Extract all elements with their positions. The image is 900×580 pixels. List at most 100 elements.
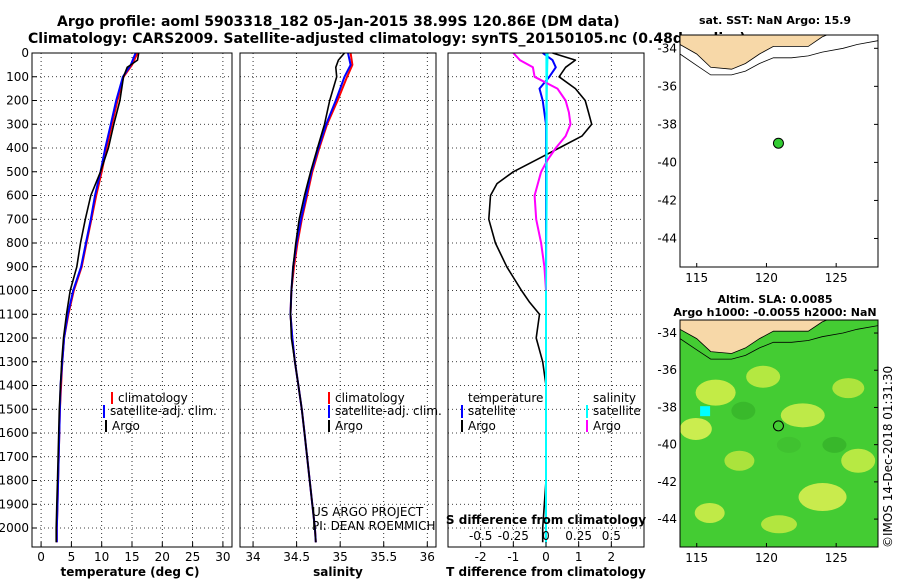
series-argo bbox=[55, 52, 140, 543]
legend-argo-label: Argo bbox=[335, 419, 363, 433]
series-argo bbox=[289, 52, 346, 543]
y-tick-label: 800 bbox=[6, 236, 29, 250]
y-tick-label: 1000 bbox=[0, 284, 29, 298]
y-tick-label: 2000 bbox=[0, 521, 29, 535]
y-tick-label: 700 bbox=[6, 212, 29, 226]
map-y-tick-label: -42 bbox=[657, 193, 677, 207]
x-tick-label: 35.5 bbox=[370, 550, 397, 564]
sla-anomaly-blob bbox=[680, 417, 712, 440]
legend-salinity-title: salinity bbox=[593, 391, 636, 405]
y-tick-label: 600 bbox=[6, 189, 29, 203]
temperature-x-label: temperature (deg C) bbox=[61, 565, 200, 579]
argo-position-marker bbox=[772, 420, 784, 432]
x-tick-label: 20 bbox=[155, 550, 170, 564]
sla-anomaly-blob bbox=[746, 365, 781, 388]
y-tick-label: 1300 bbox=[0, 355, 29, 369]
y-tick-label: 500 bbox=[6, 165, 29, 179]
shelf-contour bbox=[680, 40, 878, 76]
map-y-tick-label: -42 bbox=[657, 475, 677, 489]
plot-frame bbox=[31, 52, 233, 548]
x-tick-label: -2 bbox=[475, 550, 487, 564]
argo-position-marker bbox=[772, 137, 784, 149]
series-climatology bbox=[289, 52, 354, 543]
series-s-argo bbox=[512, 52, 572, 291]
sst-map-title: sat. SST: NaN Argo: 15.9 bbox=[699, 14, 851, 27]
figure-title-line2: Climatology: CARS2009. Satellite-adjuste… bbox=[28, 31, 746, 47]
y-tick-label: 300 bbox=[6, 117, 29, 131]
map-y-tick-label: -36 bbox=[657, 363, 677, 377]
sla-anomaly-blob bbox=[776, 436, 801, 453]
land-australia bbox=[680, 320, 829, 354]
map-y-tick-label: -38 bbox=[657, 400, 677, 414]
map-y-tick-label: -38 bbox=[657, 117, 677, 131]
legend-t-satellite-label: satellite bbox=[468, 404, 516, 418]
project-watermark: US ARGO PROJECT bbox=[312, 505, 424, 519]
land-australia bbox=[680, 35, 828, 70]
x-tick-label: 10 bbox=[94, 550, 109, 564]
s-scale-tick-label: -0.25 bbox=[498, 529, 529, 543]
map-y-tick-label: -44 bbox=[657, 231, 677, 245]
figure-title-line1: Argo profile: aoml 5903318_182 05-Jan-20… bbox=[57, 14, 620, 30]
sla-anomaly-blob bbox=[695, 379, 736, 406]
sla-anomaly-blob bbox=[724, 450, 755, 471]
sla-anomaly-blob bbox=[761, 515, 797, 534]
y-tick-label: 1600 bbox=[0, 426, 29, 440]
map-y-tick-label: -40 bbox=[657, 155, 677, 169]
x-tick-label: 1 bbox=[575, 550, 583, 564]
sla-map-title-1: Altim. SLA: 0.0085 bbox=[717, 293, 832, 306]
imos-timestamp: ©IMOS 14-Dec-2018 01:31:30 bbox=[881, 366, 895, 548]
difference-panel: -2 -1 0 1 2 -0.5 -0.25 0 0.25 0.5 bbox=[447, 52, 645, 564]
temperature-legend: climatology satellite-adj. clim. Argo bbox=[103, 391, 217, 433]
legend-s-argo-label: Argo bbox=[593, 419, 621, 433]
sla-map-title-2: Argo h1000: -0.0055 h2000: NaN bbox=[673, 306, 876, 319]
difference-x-label: T difference from climatology bbox=[446, 565, 646, 579]
map-x-tick-label: 115 bbox=[685, 551, 708, 565]
map-content bbox=[680, 320, 878, 547]
salinity-x-label: salinity bbox=[313, 565, 363, 579]
sla-anomaly-blob bbox=[841, 448, 876, 473]
map-content bbox=[680, 35, 878, 76]
legend-climatology-label: climatology bbox=[335, 391, 405, 405]
y-tick-label: 1100 bbox=[0, 307, 29, 321]
s-scale-tick-label: 0 bbox=[542, 529, 550, 543]
y-tick-label: 1500 bbox=[0, 402, 29, 416]
y-tick-label: 0 bbox=[21, 46, 29, 60]
legend-t-argo-label: Argo bbox=[468, 419, 496, 433]
sla-high-spot bbox=[700, 406, 711, 417]
x-tick-label: 34 bbox=[245, 550, 260, 564]
x-tick-label: 25 bbox=[185, 550, 200, 564]
difference-legend: temperature satellite Argo salinity sate… bbox=[461, 391, 641, 433]
sla-anomaly-blob bbox=[731, 401, 756, 420]
sla-anomaly-blob bbox=[798, 483, 847, 512]
map-x-tick-label: 125 bbox=[825, 271, 848, 285]
shelf-contour bbox=[680, 325, 878, 360]
x-tick-label: -1 bbox=[507, 550, 519, 564]
x-tick-label: 15 bbox=[124, 550, 139, 564]
sla-anomaly-blob bbox=[832, 378, 865, 399]
map-y-tick-label: -34 bbox=[657, 326, 677, 340]
y-tick-label: 1800 bbox=[0, 474, 29, 488]
x-tick-label: 5 bbox=[68, 550, 76, 564]
map-x-tick-label: 120 bbox=[755, 271, 778, 285]
s-scale-tick-label: -0.5 bbox=[469, 529, 492, 543]
y-tick-label: 1200 bbox=[0, 331, 29, 345]
x-tick-label: 35 bbox=[333, 550, 348, 564]
map-x-tick-label: 120 bbox=[755, 551, 778, 565]
legend-temperature-title: temperature bbox=[468, 391, 543, 405]
map-y-tick-label: -34 bbox=[657, 41, 677, 55]
salinity-legend: climatology satellite-adj. clim. Argo bbox=[328, 391, 442, 433]
map-y-tick-label: -44 bbox=[657, 512, 677, 526]
plot-frame bbox=[239, 52, 437, 548]
series-satellite-adj-clim- bbox=[289, 52, 352, 543]
sla-anomaly-blob bbox=[780, 403, 825, 428]
sst-map: 115 120 125 -34 -36 -38 -40 -42 -44 bbox=[657, 34, 879, 285]
map-y-tick-label: -36 bbox=[657, 79, 677, 93]
sla-anomaly-blob bbox=[822, 436, 847, 453]
y-tick-label: 100 bbox=[6, 70, 29, 84]
y-tick-label: 400 bbox=[6, 141, 29, 155]
s-difference-label: S difference from climatology bbox=[446, 513, 646, 527]
x-tick-label: 2 bbox=[608, 550, 616, 564]
legend-satellite-label: satellite-adj. clim. bbox=[110, 404, 217, 418]
legend-climatology-label: climatology bbox=[118, 391, 188, 405]
